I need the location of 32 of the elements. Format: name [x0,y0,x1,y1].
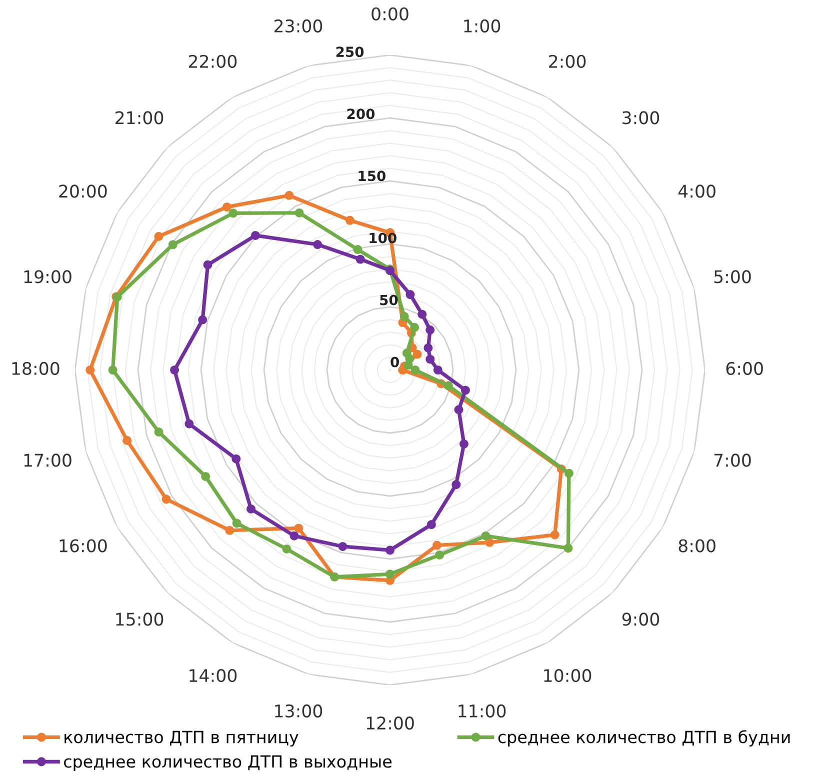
spoke-label: 23:00 [274,19,322,33]
spoke-label: 19:00 [24,270,72,284]
spoke-label: 6:00 [726,362,763,376]
spoke-label: 2:00 [549,54,586,68]
legend-label: среднее количество ДТП в выходные [64,755,392,771]
spoke-label: 13:00 [275,704,322,718]
spoke-label: 12:00 [366,716,414,730]
y-tick-label: 0 [390,356,399,368]
spoke-label: 21:00 [116,111,164,124]
spoke-label: 17:00 [24,454,72,467]
spoke-label: 14:00 [190,668,237,682]
spoke-label: 8:00 [678,539,716,552]
spoke-label: 10:00 [544,668,592,682]
y-tick-label: 200 [347,108,375,120]
spoke-label: 22:00 [188,54,237,68]
spoke-label: 0:00 [372,7,408,20]
spoke-label: 7:00 [714,454,751,467]
spoke-label: 9:00 [622,612,660,626]
spoke-label: 20:00 [59,184,107,198]
legend-label: среднее количество ДТП в будни [498,730,790,747]
spoke-label: 5:00 [714,270,751,284]
spoke-label: 11:00 [458,704,506,718]
spoke-label: 1:00 [464,19,500,33]
spoke-label: 16:00 [60,539,107,552]
spoke-label: 4:00 [678,184,716,198]
spoke-label: 15:00 [116,612,164,626]
legend-label: количество ДТП в пятницу [64,730,298,747]
spoke-label: 18:00 [12,362,60,376]
y-tick-label: 150 [358,170,386,182]
y-tick-label: 250 [336,46,364,58]
spoke-label: 3:00 [622,111,660,124]
y-tick-label: 50 [380,294,398,306]
